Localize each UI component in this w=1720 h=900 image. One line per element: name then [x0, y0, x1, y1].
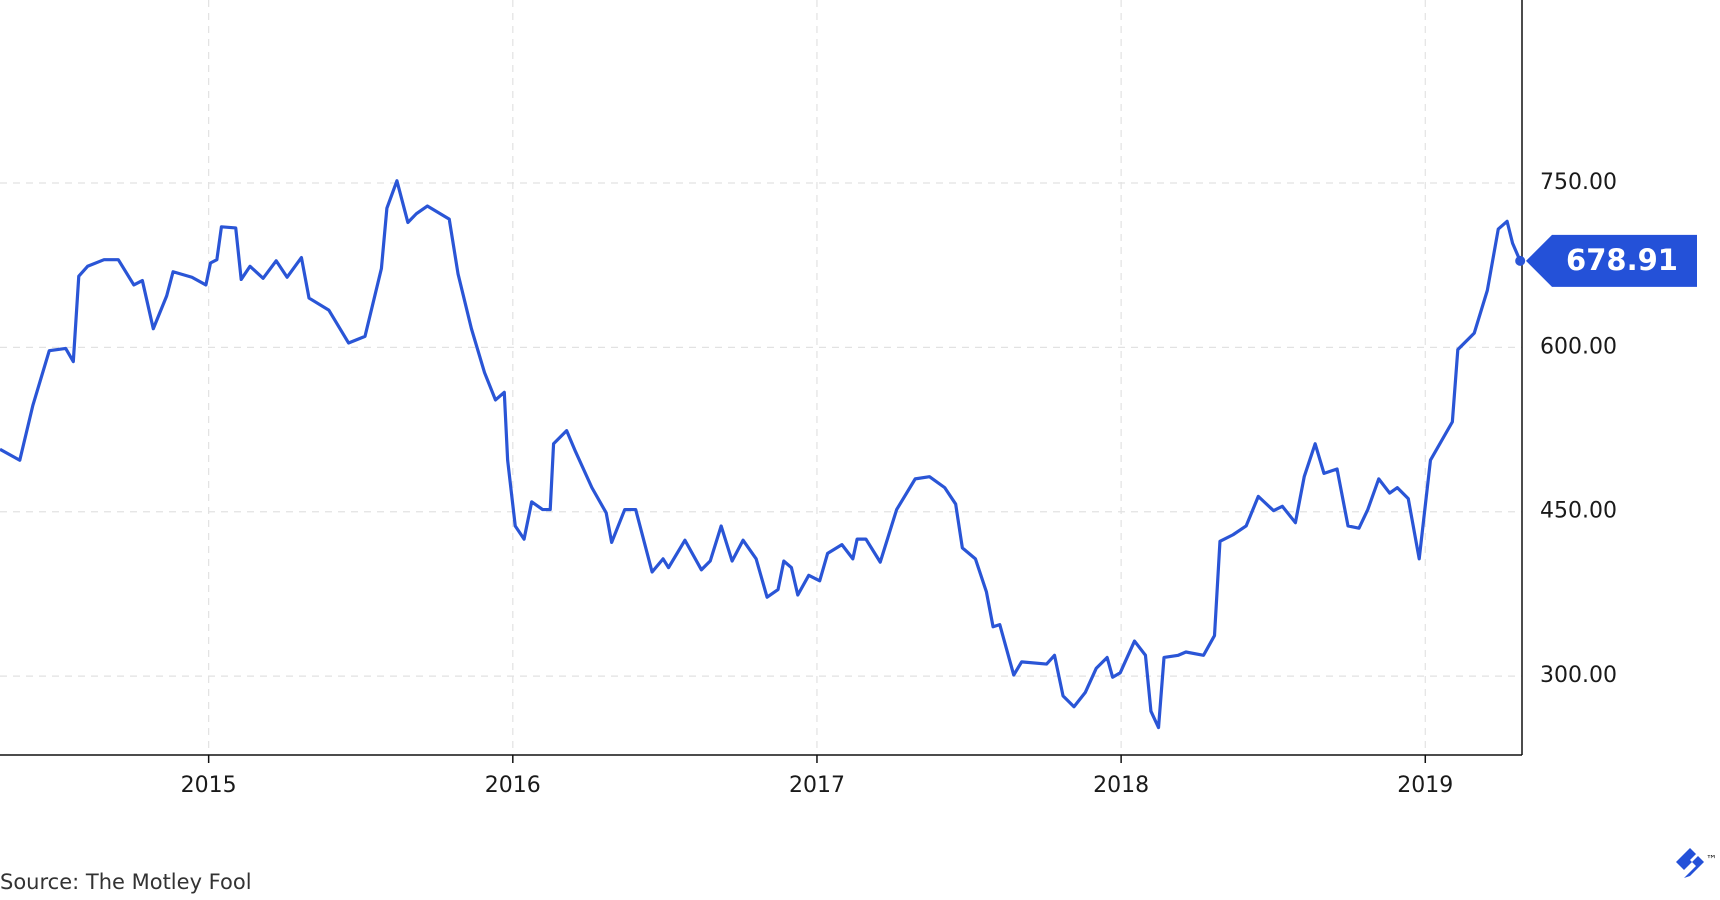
- y-tick-label: 300.00: [1540, 663, 1617, 688]
- logo-mark: ™: [1706, 853, 1717, 866]
- x-tick-label: 2016: [485, 773, 541, 798]
- y-tick-label: 450.00: [1540, 499, 1617, 524]
- y-tick-label: 600.00: [1540, 334, 1617, 359]
- x-tick-label: 2017: [789, 773, 845, 798]
- logo: ™: [1676, 848, 1717, 878]
- price-badge-label: 678.91: [1566, 243, 1678, 277]
- x-tick-label: 2019: [1397, 773, 1453, 798]
- last-point: [1515, 255, 1526, 266]
- price-badge: [1526, 234, 1697, 287]
- source: Source: The Motley Fool: [0, 870, 252, 894]
- x-tick-label: 2015: [181, 773, 237, 798]
- logo-icon: [1676, 848, 1704, 878]
- price-line: [0, 179, 1522, 730]
- y-tick-label: 750.00: [1540, 170, 1617, 195]
- x-tick-label: 2018: [1093, 773, 1149, 798]
